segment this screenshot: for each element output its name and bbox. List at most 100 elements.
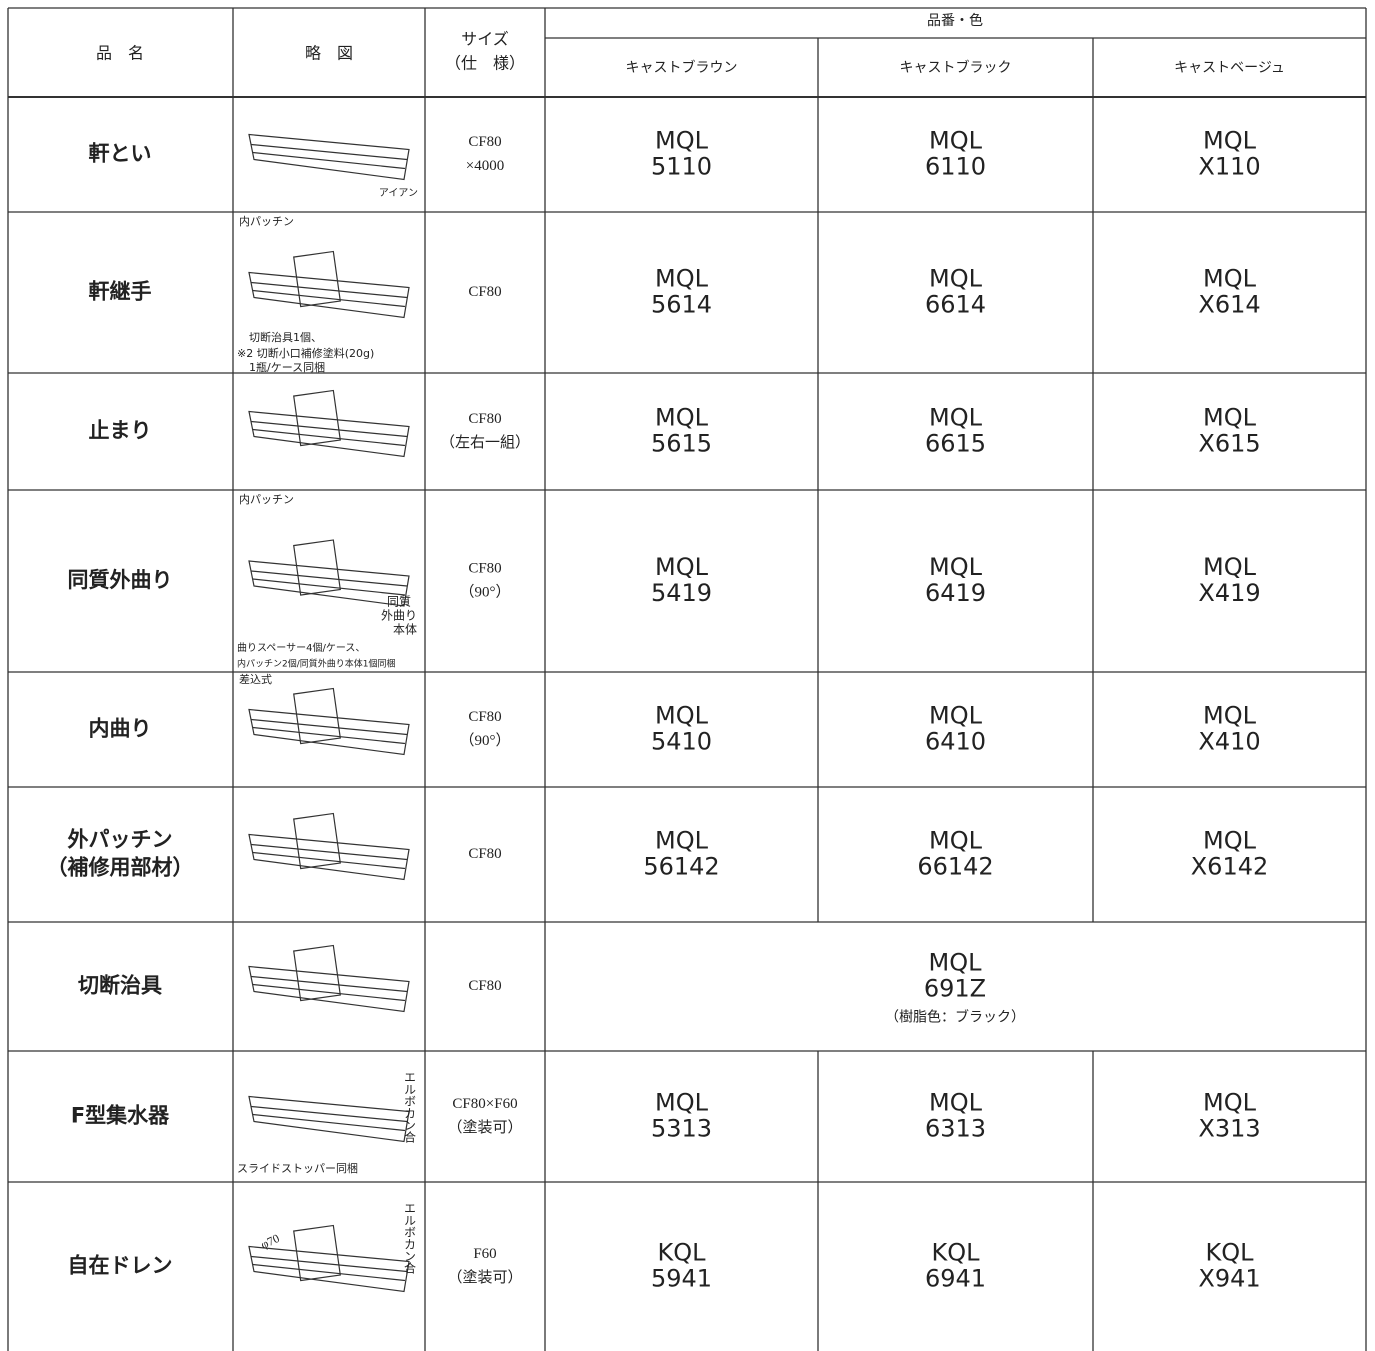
sketch-shape bbox=[252, 1113, 406, 1132]
sketch-shape bbox=[293, 250, 341, 308]
cell-text: MQL bbox=[655, 702, 709, 730]
cell-text: CF80 bbox=[468, 978, 501, 994]
cell-text: X6142 bbox=[1191, 853, 1269, 881]
cell-text: MQL bbox=[655, 404, 709, 432]
cell-text: 同質外曲り bbox=[68, 568, 173, 592]
cell-text: X615 bbox=[1198, 430, 1260, 458]
cell-text: MQL bbox=[929, 127, 983, 155]
sketch-shape bbox=[293, 812, 341, 870]
cell-text: 5614 bbox=[651, 291, 712, 319]
cell-text: キャストベージュ bbox=[1174, 60, 1285, 76]
cell-text: X410 bbox=[1198, 728, 1260, 756]
cell-text: MQL bbox=[1203, 265, 1257, 293]
cell-text: 自在ドレン bbox=[68, 1254, 173, 1278]
cell-text: 6419 bbox=[925, 579, 986, 607]
sketch-shape bbox=[248, 965, 410, 1013]
cell-text: X419 bbox=[1198, 579, 1260, 607]
sketch bbox=[248, 1224, 410, 1293]
cell-text: 5313 bbox=[651, 1115, 712, 1143]
sketch-note: アイアン bbox=[379, 188, 418, 199]
cell-text: 5941 bbox=[651, 1265, 712, 1293]
cell-text: MQL bbox=[929, 265, 983, 293]
cell-text: MQL bbox=[655, 553, 709, 581]
sketch-shape bbox=[248, 271, 410, 319]
cell-text: MQL bbox=[655, 827, 709, 855]
sketch-shape bbox=[252, 1263, 406, 1282]
sketch-shape bbox=[248, 133, 410, 181]
cell-text: 66142 bbox=[917, 853, 993, 881]
cell-text: （塗装可） bbox=[447, 1118, 522, 1136]
cell-text: （仕 様） bbox=[445, 55, 525, 73]
cell-text: 軒とい bbox=[89, 142, 152, 166]
sketch-note: 切断治具1個、 bbox=[249, 330, 322, 344]
sketch bbox=[248, 250, 410, 319]
sketch-note: スライドストッパー同梱 bbox=[237, 1161, 358, 1175]
sketch-shape bbox=[252, 983, 406, 1002]
sketch bbox=[248, 687, 410, 756]
cell-text: 6941 bbox=[925, 1265, 986, 1293]
sketch-shape bbox=[250, 1255, 408, 1273]
cell-text: 6313 bbox=[925, 1115, 986, 1143]
cell-text: MQL bbox=[1203, 827, 1257, 855]
sketch-shape bbox=[250, 718, 408, 736]
cell-text: 5110 bbox=[651, 153, 712, 181]
cell-text: MQL bbox=[1203, 553, 1257, 581]
cell-text: MQL bbox=[929, 1089, 983, 1117]
cell-text: 止まり bbox=[89, 419, 152, 443]
cell-text: MQL bbox=[929, 553, 983, 581]
cell-text: （90°） bbox=[460, 732, 511, 749]
sketch-shape bbox=[250, 281, 408, 299]
sketch-shape bbox=[248, 1095, 410, 1143]
cell-text: 品 名 bbox=[96, 45, 144, 63]
sketch-shape bbox=[252, 428, 406, 447]
sketch-note: ※2 切断小口補修塗料(20g) bbox=[237, 346, 374, 360]
cell-text: MQL bbox=[929, 827, 983, 855]
cell-text: 6410 bbox=[925, 728, 986, 756]
cell-text: （補修用部材） bbox=[47, 856, 194, 880]
cell-text: 6615 bbox=[925, 430, 986, 458]
cell-text: CF80 bbox=[468, 846, 501, 862]
cell-text: MQL bbox=[1203, 404, 1257, 432]
sketch-note: 曲りスペーサー4個/ケース、 bbox=[237, 641, 365, 654]
cell-text: MQL bbox=[655, 1089, 709, 1117]
cell-text: 切断治具 bbox=[78, 974, 162, 998]
cell-text: 品番・色 bbox=[927, 12, 983, 29]
cell-text: 691Z bbox=[924, 975, 986, 1003]
cell-text: KQL bbox=[1206, 1239, 1255, 1267]
sketch-shape bbox=[293, 539, 341, 596]
cell-text: MQL bbox=[655, 127, 709, 155]
sketch-note: 外曲り bbox=[381, 609, 417, 623]
sketch-note: 内パッチン2個/同質外曲り本体1個同梱 bbox=[237, 658, 396, 670]
cell-text: MQL bbox=[929, 949, 983, 977]
sketch bbox=[248, 1095, 410, 1143]
cell-text: X941 bbox=[1198, 1265, 1260, 1293]
sketch-note: 内パッチン bbox=[239, 214, 294, 228]
sketch-shape bbox=[248, 560, 410, 607]
cell-text: （左右一組） bbox=[440, 434, 530, 451]
cell-text: CF80 bbox=[468, 560, 501, 576]
sketch-shape bbox=[248, 1245, 410, 1293]
sketch-shape bbox=[293, 389, 341, 447]
cell-text: MQL bbox=[1203, 127, 1257, 155]
sketch-shape bbox=[248, 708, 410, 756]
cell-text: MQL bbox=[929, 404, 983, 432]
cell-text: 6614 bbox=[925, 291, 986, 319]
sketch-shape bbox=[293, 687, 341, 745]
sketch bbox=[248, 389, 410, 458]
cell-text: （90°） bbox=[460, 583, 511, 600]
sketch-shape bbox=[250, 843, 408, 861]
cell-text: サイズ bbox=[461, 31, 509, 49]
sketch-shape bbox=[252, 851, 406, 870]
cell-text: 軒継手 bbox=[89, 280, 152, 304]
sketch-note: 1瓶/ケース同梱 bbox=[249, 360, 325, 374]
cell-text: X313 bbox=[1198, 1115, 1260, 1143]
cell-text: ×4000 bbox=[466, 158, 504, 174]
sketch-note: 差込式 bbox=[239, 672, 272, 686]
cell-text: 内曲り bbox=[89, 717, 152, 741]
sketch-shape bbox=[248, 833, 410, 881]
cell-text: 56142 bbox=[643, 853, 719, 881]
cell-text: 外パッチン bbox=[68, 828, 173, 852]
sketch bbox=[248, 812, 410, 881]
cell-text: キャストブラウン bbox=[626, 59, 738, 76]
